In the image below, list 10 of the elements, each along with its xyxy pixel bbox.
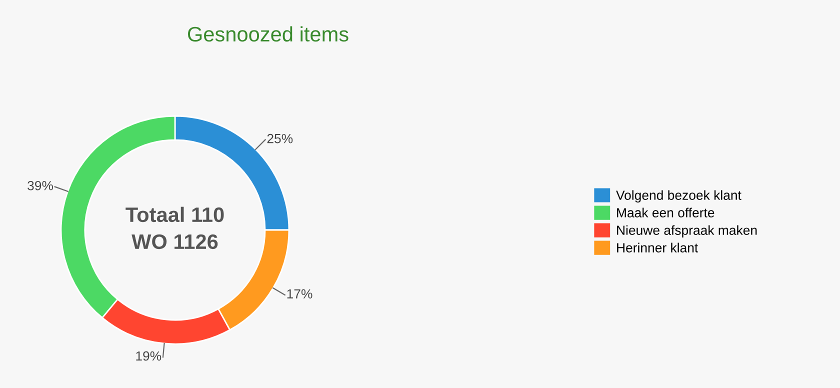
text: Totaal 110 WO 1126: [126, 206, 224, 250]
data-label: 19%: [136, 351, 162, 361]
data-label: 25%: [267, 134, 293, 144]
chart-title: Gesnoozed items: [188, 26, 348, 42]
data-label: 39%: [28, 180, 53, 190]
legend-label: Herinner klant: [617, 242, 698, 252]
legend-label: Volgend bezoek klant: [616, 190, 742, 203]
legend-label: Maak een offerte: [617, 208, 714, 218]
legend-label: Nieuwe afspraak maken: [617, 225, 757, 238]
data-label: 17%: [287, 289, 312, 298]
